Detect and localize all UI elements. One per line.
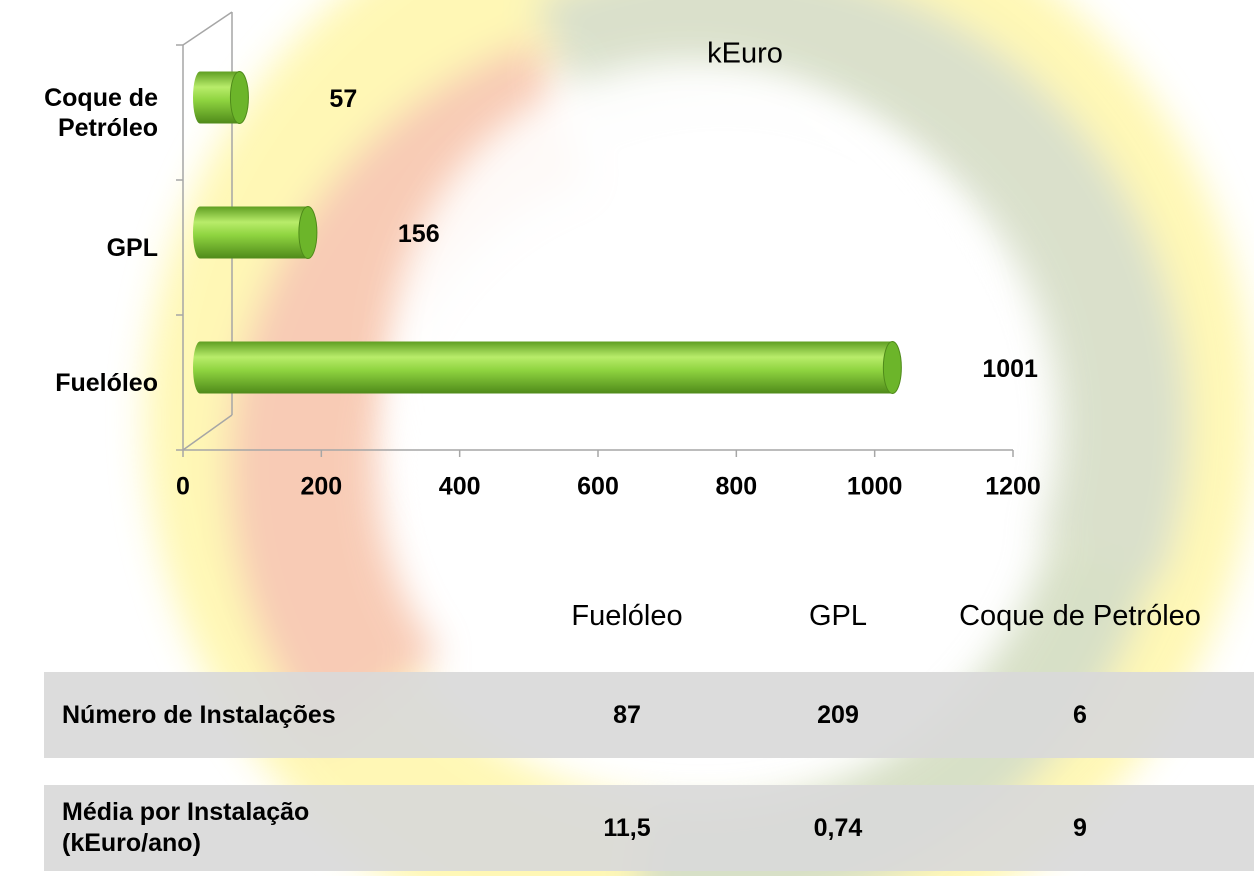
table-cell: 0,74 xyxy=(813,813,863,842)
table-cell: 209 xyxy=(817,700,859,729)
bar-end-cap xyxy=(229,71,249,124)
bar xyxy=(200,341,893,394)
bar xyxy=(200,206,308,259)
y-tick-label: GPL xyxy=(106,233,158,262)
table-row xyxy=(44,672,1254,758)
row-label: Média por Instalação (kEuro/ano) xyxy=(62,798,310,857)
bar-start-cap xyxy=(193,341,207,394)
bar-end-cap xyxy=(298,206,318,259)
table-cell: 11,5 xyxy=(603,813,651,842)
x-tick-label: 1200 xyxy=(985,473,1041,501)
x-tick-label: 800 xyxy=(715,473,757,501)
table-cell: 6 xyxy=(1073,700,1087,729)
data-label: 156 xyxy=(398,220,440,248)
table-row xyxy=(44,785,1254,871)
column-header: GPL xyxy=(808,600,868,632)
x-tick-label: 600 xyxy=(577,473,619,501)
bar-end-cap xyxy=(882,341,902,394)
table-cell: 87 xyxy=(613,700,641,729)
x-tick-label: 1000 xyxy=(847,473,903,501)
bar-start-cap xyxy=(193,71,207,124)
x-tick-label: 200 xyxy=(300,473,342,501)
row-label: Número de Instalações xyxy=(62,700,336,729)
y-tick-label: Fuelóleo xyxy=(55,368,158,397)
x-tick-label: 400 xyxy=(439,473,481,501)
column-header: Coque de Petróleo xyxy=(959,600,1201,632)
y-tick-label: Coque de Petróleo xyxy=(44,83,158,142)
bar-start-cap xyxy=(193,206,207,259)
x-tick-label: 0 xyxy=(176,473,190,501)
data-label: 57 xyxy=(329,85,357,113)
column-header: Fuelóleo xyxy=(571,600,683,632)
data-label: 1001 xyxy=(982,355,1038,383)
chart-title: kEuro xyxy=(707,38,783,70)
table-cell: 9 xyxy=(1073,813,1087,842)
